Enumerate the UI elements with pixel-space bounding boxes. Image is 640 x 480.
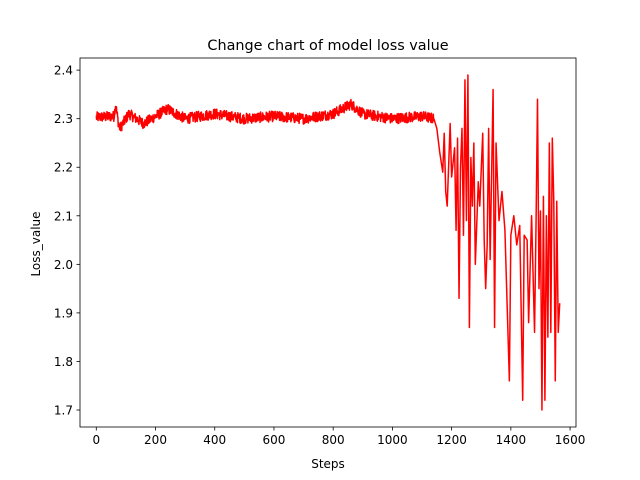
axes-frame [79,57,577,428]
plot-area [95,74,561,411]
y-tick-label: 2.0 [54,258,73,272]
chart-title: Change chart of model loss value [207,38,448,54]
x-tick-label: 1200 [436,433,467,447]
x-tick-label: 0 [92,433,100,447]
loss-series-line-0 [95,74,561,411]
axis-ticks: 0 200 400 600 800 1000 1200 1400 1600 1.7 1.8 1.9 2.… [54,64,585,447]
y-axis-label: Loss_value [29,211,43,276]
x-tick-label: 800 [322,433,345,447]
x-tick-label: 400 [203,433,226,447]
x-tick-label: 200 [144,433,167,447]
y-tick-label: 1.7 [54,404,73,418]
y-tick-label: 2.1 [54,209,73,223]
y-tick-label: 1.9 [54,306,73,320]
y-tick-label: 2.3 [54,112,73,126]
x-axis-label: Steps [311,457,345,471]
y-tick-label: 1.8 [54,355,73,369]
y-tick-label: 2.4 [54,64,73,78]
x-tick-label: 600 [263,433,286,447]
x-tick-label: 1600 [555,433,586,447]
x-tick-label: 1000 [377,433,408,447]
x-tick-label: 1400 [496,433,527,447]
y-tick-label: 2.2 [54,161,73,175]
